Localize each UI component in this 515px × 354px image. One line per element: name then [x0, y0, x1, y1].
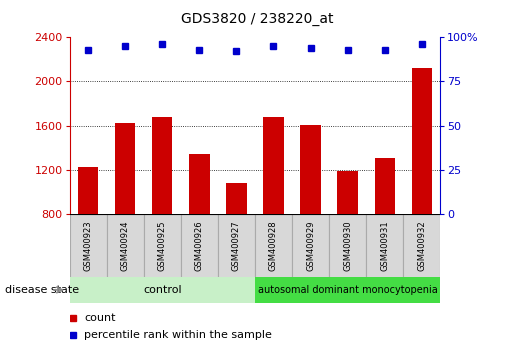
Bar [411, 68, 432, 303]
Bar [300, 125, 321, 303]
Bar [366, 214, 403, 278]
Text: count: count [84, 313, 116, 323]
Bar [226, 183, 247, 303]
Bar [189, 154, 210, 303]
Bar [337, 171, 358, 303]
Bar [107, 214, 144, 278]
Bar [255, 277, 440, 303]
Text: GSM400925: GSM400925 [158, 221, 167, 271]
Bar [144, 214, 181, 278]
Text: percentile rank within the sample: percentile rank within the sample [84, 330, 272, 339]
Bar [292, 214, 329, 278]
Text: GSM400926: GSM400926 [195, 221, 204, 272]
Bar [70, 277, 255, 303]
Text: GSM400927: GSM400927 [232, 221, 241, 272]
Text: disease state: disease state [5, 285, 79, 295]
Bar [181, 214, 218, 278]
Text: GSM400924: GSM400924 [121, 221, 130, 271]
Text: GSM400932: GSM400932 [417, 221, 426, 272]
Bar [374, 158, 395, 303]
Bar [152, 117, 173, 303]
Bar [329, 214, 366, 278]
Bar [70, 214, 107, 278]
Text: GSM400930: GSM400930 [343, 221, 352, 272]
Text: GSM400923: GSM400923 [83, 221, 93, 272]
Text: control: control [143, 285, 181, 295]
Text: GSM400929: GSM400929 [306, 221, 315, 271]
Text: GSM400931: GSM400931 [380, 221, 389, 272]
Bar [263, 117, 284, 303]
Bar [218, 214, 255, 278]
Bar [115, 124, 135, 303]
Bar [403, 214, 440, 278]
Bar [255, 214, 292, 278]
Bar [78, 167, 98, 303]
Text: autosomal dominant monocytopenia: autosomal dominant monocytopenia [258, 285, 438, 295]
Text: GDS3820 / 238220_at: GDS3820 / 238220_at [181, 12, 334, 27]
Text: GSM400928: GSM400928 [269, 221, 278, 272]
